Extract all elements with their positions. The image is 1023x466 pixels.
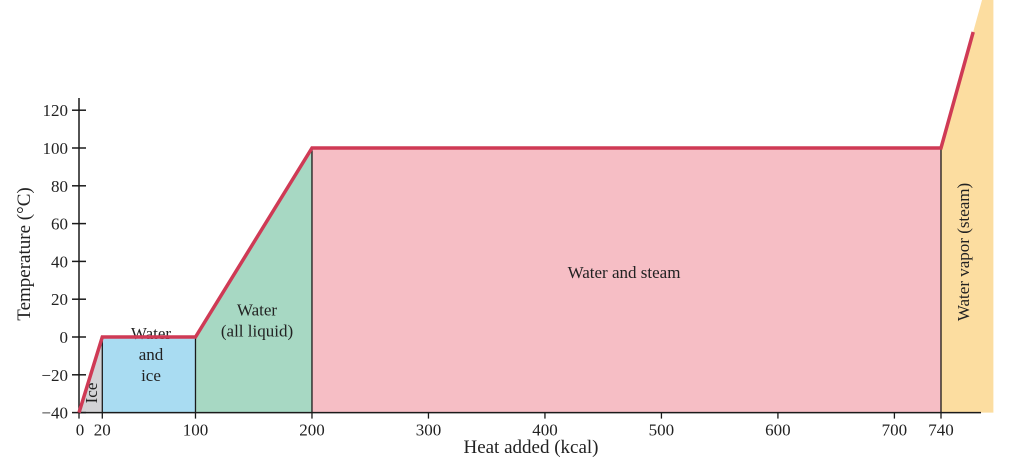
x-tick-label-1: 20: [94, 421, 111, 440]
x-axis-title: Heat added (kcal): [463, 437, 598, 458]
x-tick-label-0: 0: [76, 421, 85, 440]
region-label-line: ice: [141, 366, 161, 385]
heating-curve-line: [77, 31, 975, 414]
x-tick-label-6: 500: [649, 421, 675, 440]
region-label-line: Water and steam: [568, 263, 681, 282]
region-label-2: Water (all liquid): [221, 301, 293, 341]
region-2: [195, 148, 312, 413]
region-label-line: Water: [237, 301, 277, 320]
y-tick-label-2: 0: [60, 328, 69, 347]
region-3: [312, 148, 941, 413]
region-label-line: and: [139, 345, 164, 364]
y-tick-label-8: 120: [43, 101, 69, 120]
y-tick-label-0: −40: [41, 404, 68, 423]
regions-layer: [79, 0, 994, 413]
axes-layer: −40 −20 0 20 40 60 80 100 120 0 20 100 200 300 400 500 6…: [41, 98, 981, 440]
series-layer: [77, 31, 975, 414]
x-tick-label-8: 700: [882, 421, 908, 440]
y-tick-label-3: 20: [51, 290, 68, 309]
y-tick-label-4: 40: [51, 252, 68, 271]
x-tick-label-3: 200: [299, 421, 325, 440]
y-tick-label-6: 80: [51, 177, 68, 196]
region-label-3: Water and steam: [568, 263, 681, 282]
region-label-line: Water: [131, 324, 171, 343]
x-tick-label-9: 740: [928, 421, 954, 440]
y-tick-label-1: −20: [41, 366, 68, 385]
region-label-4: Water vapor (steam): [954, 183, 973, 321]
y-axis-title: Temperature (°C): [14, 187, 35, 320]
x-tick-label-7: 600: [765, 421, 791, 440]
y-tick-label-7: 100: [43, 139, 69, 158]
x-tick-label-4: 300: [416, 421, 442, 440]
x-tick-label-5: 400: [532, 421, 558, 440]
region-label-line: (all liquid): [221, 322, 293, 341]
x-tick-label-2: 100: [183, 421, 209, 440]
y-tick-label-5: 60: [51, 215, 68, 234]
region-1: [102, 337, 196, 413]
